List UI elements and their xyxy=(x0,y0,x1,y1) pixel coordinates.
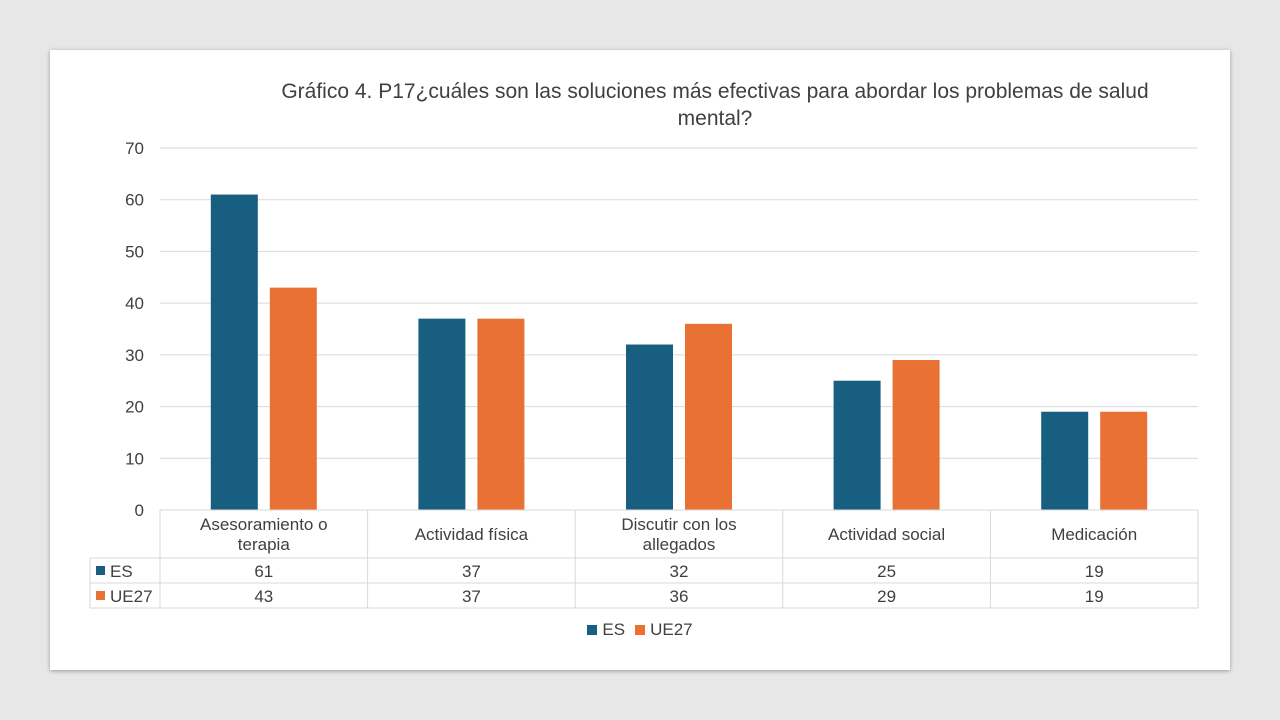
table-series-label: ES xyxy=(110,562,133,581)
legend-label-es: ES xyxy=(602,620,626,639)
table-value: 36 xyxy=(670,587,689,606)
x-category-label: Asesoramiento o xyxy=(200,515,328,534)
table-value: 37 xyxy=(462,562,481,581)
bar-ue27 xyxy=(477,318,525,510)
bar-es xyxy=(833,380,881,510)
table-key-es xyxy=(96,566,105,575)
x-category-label: Medicación xyxy=(1051,525,1137,544)
y-tick-label: 70 xyxy=(125,139,144,158)
bar-ue27 xyxy=(892,360,940,510)
table-value: 37 xyxy=(462,587,481,606)
y-tick-label: 20 xyxy=(125,398,144,417)
table-value: 61 xyxy=(254,562,273,581)
table-series-label: UE27 xyxy=(110,587,153,606)
legend-swatch-ue27 xyxy=(635,625,646,635)
y-tick-label: 30 xyxy=(125,346,144,365)
bar-es xyxy=(210,194,258,511)
x-category-label: Actividad física xyxy=(415,525,529,544)
slide: Gráfico 4. P17¿cuáles son las soluciones… xyxy=(50,50,1230,670)
table-key-ue27 xyxy=(96,591,105,600)
y-tick-label: 50 xyxy=(125,242,144,261)
x-category-label: terapia xyxy=(238,535,291,554)
x-category-label: Actividad social xyxy=(828,525,945,544)
x-category-label: allegados xyxy=(643,535,716,554)
bar-ue27 xyxy=(269,287,317,510)
table-value: 32 xyxy=(670,562,689,581)
y-tick-label: 0 xyxy=(135,501,144,520)
legend-item-es: ES xyxy=(587,620,625,640)
bar-ue27 xyxy=(1100,411,1148,510)
legend-label-ue27: UE27 xyxy=(650,620,693,639)
y-tick-label: 40 xyxy=(125,294,144,313)
table-value: 43 xyxy=(254,587,273,606)
table-value: 29 xyxy=(877,587,896,606)
bar-es xyxy=(1041,411,1089,510)
y-tick-label: 60 xyxy=(125,191,144,210)
legend-item-ue27: UE27 xyxy=(635,620,693,640)
table-value: 25 xyxy=(877,562,896,581)
legend-swatch-es xyxy=(587,625,598,635)
table-value: 19 xyxy=(1085,562,1104,581)
chart-title: Gráfico 4. P17¿cuáles son las soluciones… xyxy=(281,80,1149,130)
bar-ue27 xyxy=(685,323,732,510)
x-category-label: Discutir con los xyxy=(621,515,736,534)
y-tick-label: 10 xyxy=(125,449,144,468)
legend: ES UE27 xyxy=(50,620,1230,640)
table-value: 19 xyxy=(1085,587,1104,606)
bar-es xyxy=(626,344,673,510)
bar-es xyxy=(418,318,466,510)
